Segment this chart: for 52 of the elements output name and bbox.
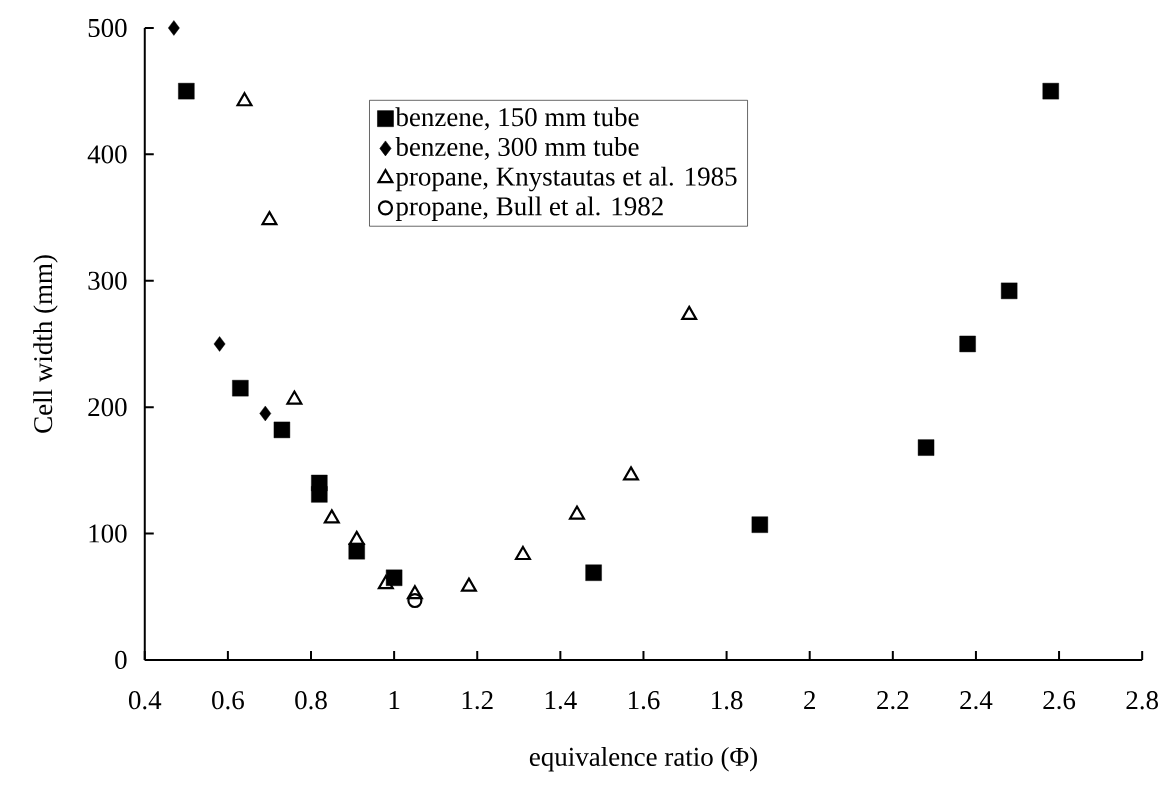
point — [236, 92, 253, 107]
x-tick-label: 2 — [804, 691, 815, 710]
x-tick-label: 1 — [389, 691, 400, 710]
point — [407, 593, 423, 609]
legend-label: benzene, 150 mm tube — [395, 107, 639, 131]
x-tick-label: 1.6 — [628, 691, 660, 710]
x-tick-label: 2.2 — [877, 691, 909, 710]
point — [568, 505, 585, 520]
legend-label: benzene, 300 mm tube — [395, 137, 639, 161]
x-tick-label: 0.8 — [295, 691, 327, 710]
point — [311, 486, 328, 503]
point — [959, 335, 976, 353]
x-tick-label: 2.8 — [1126, 691, 1158, 710]
y-tick-label: 0 — [115, 650, 127, 670]
point — [1001, 282, 1018, 300]
point — [377, 575, 394, 590]
point — [348, 530, 365, 546]
x-tick-label: 0.4 — [128, 691, 162, 710]
x-tick-label: 1.8 — [712, 691, 743, 710]
x-tick-label: 1.4 — [545, 691, 577, 710]
point — [323, 509, 340, 524]
point — [622, 466, 640, 481]
point — [460, 577, 477, 592]
point — [681, 305, 698, 321]
point — [406, 585, 423, 600]
y-tick-label: 200 — [88, 398, 127, 417]
x-tick-label: 1.2 — [462, 691, 493, 710]
legend-label: propane, Bull et al. 1982 — [395, 196, 663, 222]
y-axis-title: Cell width (mm) — [33, 255, 58, 433]
point — [259, 405, 272, 422]
point — [917, 439, 935, 456]
point — [168, 20, 180, 36]
x-tick-label: 2.6 — [1043, 691, 1076, 710]
x-axis-title: equivalence ratio (Φ) — [529, 747, 757, 772]
x-tick-label: 2.4 — [960, 691, 993, 710]
point — [385, 569, 403, 587]
point — [286, 390, 303, 405]
point — [1042, 83, 1059, 100]
y-tick-label: 100 — [89, 524, 127, 543]
y-tick-label: 500 — [88, 19, 127, 38]
point — [751, 516, 769, 534]
legend-label: propane, Knystautas et al. 1985 — [395, 166, 737, 192]
x-tick-label: 0.6 — [212, 691, 244, 710]
point — [213, 336, 226, 352]
point — [514, 546, 531, 561]
point — [273, 421, 291, 439]
point — [178, 83, 195, 100]
y-tick-label: 300 — [88, 271, 127, 290]
point — [232, 380, 249, 397]
y-tick-label: 400 — [87, 145, 127, 164]
point — [585, 564, 602, 582]
point — [261, 211, 278, 226]
